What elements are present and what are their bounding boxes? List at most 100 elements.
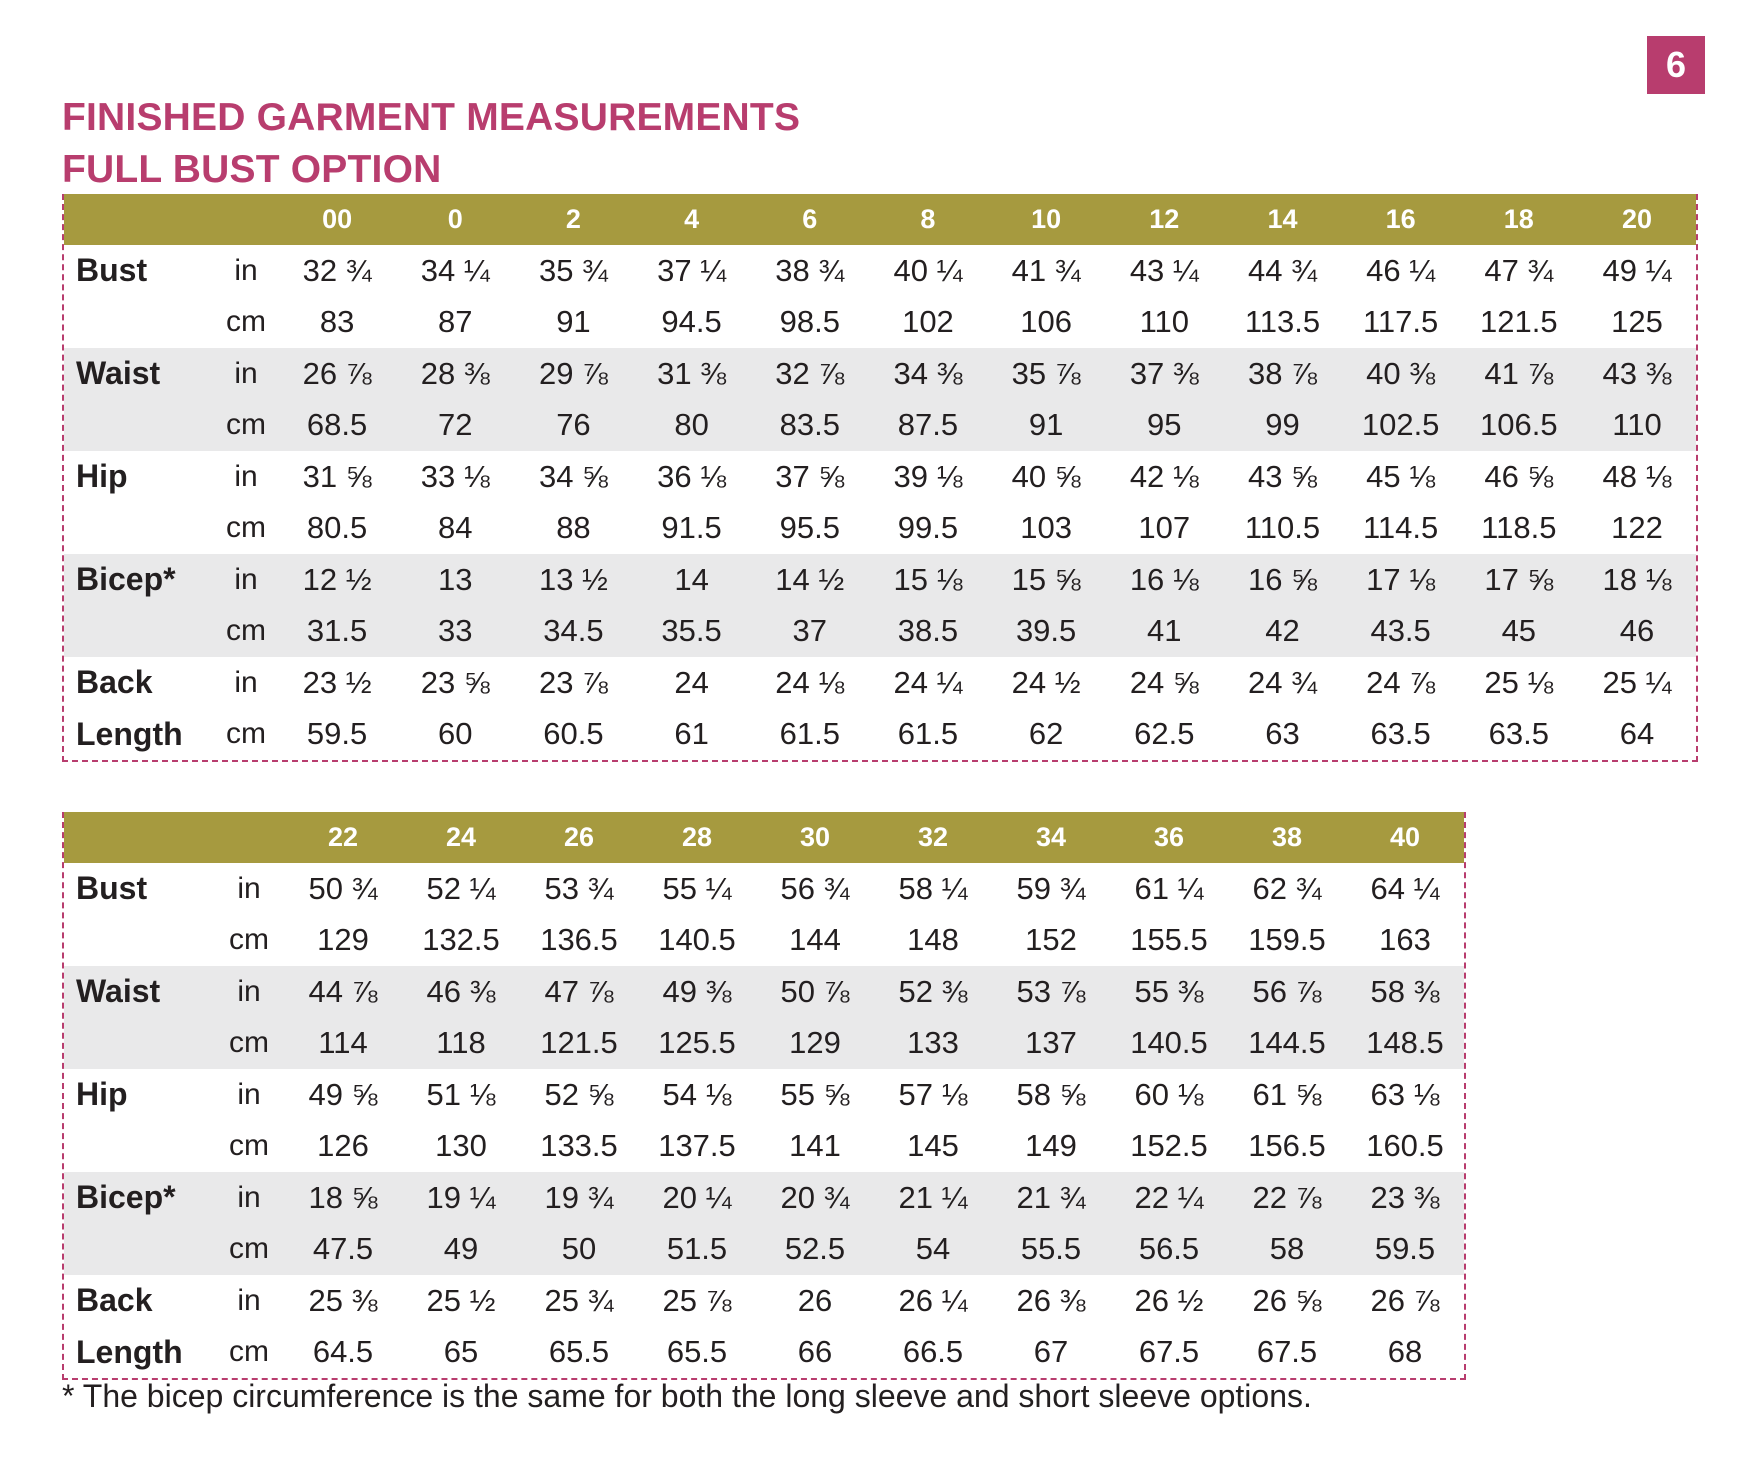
table-cell: 129 [789, 1025, 841, 1061]
value-cells: 47.5 49 50 51.5 52.5 54 55.5 56.5 58 59.5 [284, 1231, 1464, 1267]
table-cell: 17 ⅛ [1366, 561, 1436, 597]
table-cell: 38 ⅞ [1247, 355, 1317, 391]
table-row: Hip in 31 ⅝ 33 ⅛ 34 ⅝ 36 ⅛ 37 ⅝ 39 ⅛ 40 ⅝ 42 ⅛ 43 … [64, 451, 1696, 503]
value-cells: 129 132.5 136.5 140.5 144 148 152 155.5 159.5 163 [284, 922, 1464, 958]
measurement-label: Waist [76, 973, 161, 1010]
size-header: 00 [322, 204, 353, 234]
table-cell: 125.5 [658, 1025, 736, 1061]
table-row: cm 80.5 84 88 91.5 95.5 99.5 103 107 110.5 114.5 11… [64, 503, 1696, 555]
table-cell: 46 [1619, 613, 1655, 649]
unit-label: in [234, 665, 258, 699]
table-cell: 61 ¼ [1134, 870, 1204, 906]
measurement-label: Bust [76, 870, 148, 907]
size-header-cells: 00 0 2 4 6 8 10 12 14 16 18 20 [278, 204, 1696, 235]
table-cell: 133.5 [540, 1128, 618, 1164]
value-cells: 59.5 60 60.5 61 61.5 61.5 62 62.5 63 63.5 63.5 64 [278, 716, 1696, 752]
table-cell: 60 ⅛ [1134, 1076, 1204, 1112]
size-header: 10 [1031, 204, 1062, 234]
table-cell: 117.5 [1362, 304, 1439, 340]
measurement-label: Waist [76, 355, 161, 392]
table-cell: 113.5 [1244, 304, 1321, 340]
table-cell: 59 ¾ [1016, 870, 1086, 906]
table-cell: 50 ⅞ [780, 973, 850, 1009]
unit-label: cm [226, 408, 266, 442]
table-cell: 137 [1025, 1025, 1077, 1061]
table-row: Back in 25 ⅜ 25 ½ 25 ¾ 25 ⅞ 26 26 ¼ 26 ⅜ 26 ½ 26 ⅝… [64, 1275, 1464, 1327]
table-cell: 46 ¼ [1366, 252, 1436, 288]
table-cell: 102.5 [1361, 407, 1440, 443]
table-cell: 121.5 [1480, 304, 1558, 340]
table-cell: 140.5 [1130, 1025, 1208, 1061]
table-cell: 37 ⅜ [1129, 355, 1199, 391]
table-cell: 44 ¾ [1247, 252, 1317, 288]
measurement-group: Bicep* in 18 ⅝ 19 ¼ 19 ¾ 20 ¼ 20 ¾ 21 ¼ 21 ¾ 22 ¼… [64, 1172, 1464, 1275]
measurement-group: Back in 25 ⅜ 25 ½ 25 ¾ 25 ⅞ 26 26 ¼ 26 ⅜ 26 ½ 26 ⅝… [64, 1275, 1464, 1378]
table-cell: 56 ¾ [780, 870, 850, 906]
table-cell: 91 [556, 304, 591, 340]
table-cell: 133 [907, 1025, 959, 1061]
value-cells: 32 ¾ 34 ¼ 35 ¾ 37 ¼ 38 ¾ 40 ¼ 41 ¾ 43 ¼ 44 ¾ 46 ¼… [278, 253, 1696, 289]
table-cell: 25 ½ [426, 1282, 496, 1318]
table-cell: 34 ¼ [420, 252, 490, 288]
table-cell: 40 ⅜ [1366, 355, 1436, 391]
table-cell: 68 [1387, 1334, 1423, 1370]
measurement-label: Bicep* [76, 1179, 176, 1216]
size-header: 34 [1035, 822, 1067, 852]
table-cell: 63 ⅛ [1370, 1076, 1440, 1112]
table-cell: 145 [907, 1128, 959, 1164]
table-cell: 68.5 [306, 407, 368, 443]
table-cell: 55.5 [1020, 1231, 1082, 1267]
table-cell: 130 [435, 1128, 487, 1164]
measurement-label: Bicep* [76, 561, 176, 598]
table-cell: 32 ⅞ [775, 355, 845, 391]
unit-label: cm [226, 717, 266, 751]
unit-label: in [234, 562, 258, 596]
measurement-label: Hip [76, 1076, 128, 1113]
unit-label: cm [229, 923, 269, 957]
table-cell: 26 ½ [1134, 1282, 1204, 1318]
table-cell: 26 ⅞ [1370, 1282, 1440, 1318]
table-cell: 83 [319, 304, 355, 340]
table-cell: 18 ⅛ [1602, 561, 1672, 597]
table-cell: 19 ¾ [544, 1179, 614, 1215]
table-cell: 43.5 [1370, 613, 1431, 649]
table-cell: 49 ¼ [1602, 252, 1672, 288]
table-cell: 42 [1265, 613, 1300, 649]
table-cell: 25 ¼ [1602, 664, 1672, 700]
table-cell: 28 ⅜ [420, 355, 490, 391]
measurement-group: Waist in 44 ⅞ 46 ⅜ 47 ⅞ 49 ⅜ 50 ⅞ 52 ⅜ 53 ⅞ 55 ⅜ 5… [64, 966, 1464, 1069]
table-cell: 88 [556, 510, 591, 546]
table-cell: 43 ⅜ [1602, 355, 1672, 391]
table-cell: 16 ⅛ [1129, 561, 1199, 597]
table-row: Length cm 64.5 65 65.5 65.5 66 66.5 67 67.5 67.5 68 [64, 1327, 1464, 1379]
measurement-table-sizes-00-20: 00 0 2 4 6 8 10 12 14 16 18 20 Bust in 32 … [62, 194, 1698, 762]
table-cell: 106 [1020, 304, 1072, 340]
table-cell: 61 ⅝ [1252, 1076, 1322, 1112]
unit-label: in [237, 974, 261, 1008]
bicep-footnote: * The bicep circumference is the same fo… [62, 1378, 1312, 1414]
table-cell: 114 [318, 1025, 368, 1061]
table-cell: 163 [1379, 922, 1431, 958]
size-header: 2 [565, 204, 581, 234]
table-cell: 52.5 [784, 1231, 846, 1267]
size-header: 0 [447, 204, 463, 234]
table-row: cm 68.5 72 76 80 83.5 87.5 91 95 99 102.5 106.5 110 [64, 400, 1696, 452]
table-cell: 39 ⅛ [893, 458, 963, 494]
title-line-1: FINISHED GARMENT MEASUREMENTS [62, 96, 801, 139]
table-row: Back in 23 ½ 23 ⅝ 23 ⅞ 24 24 ⅛ 24 ¼ 24 ½ 24 ⅝ 24 ¾… [64, 657, 1696, 709]
table-cell: 67 [1033, 1334, 1069, 1370]
table-cell: 44 ⅞ [308, 973, 378, 1009]
table-row: Bicep* in 18 ⅝ 19 ¼ 19 ¾ 20 ¼ 20 ¾ 21 ¼ 21 ¾ 22 ¼… [64, 1172, 1464, 1224]
table-cell: 25 ¾ [544, 1282, 614, 1318]
table-cell: 58 [1269, 1231, 1305, 1267]
table-cell: 98.5 [779, 304, 840, 340]
unit-label: cm [229, 1026, 269, 1060]
table-cell: 65.5 [666, 1334, 728, 1370]
table-cell: 34 ⅜ [893, 355, 963, 391]
table-cell: 137.5 [658, 1128, 736, 1164]
table-cell: 94.5 [661, 304, 722, 340]
size-header: 16 [1385, 204, 1416, 234]
table-cell: 40 ¼ [893, 252, 963, 288]
measurement-label: Bust [76, 252, 148, 289]
table-cell: 148.5 [1366, 1025, 1444, 1061]
